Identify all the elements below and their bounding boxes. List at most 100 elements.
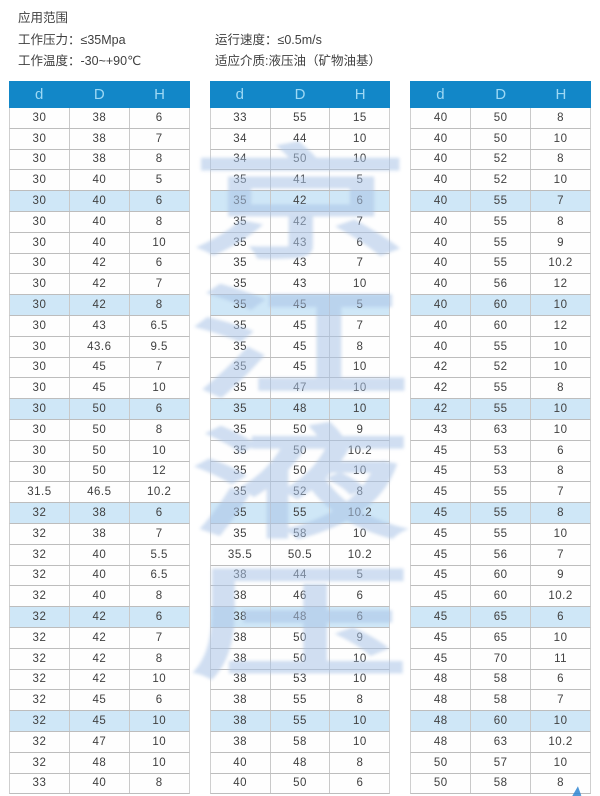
cell: 38 [211,711,271,731]
cell: 12 [152,465,167,478]
table-row: 35 50 10.2 [209,440,391,462]
cell: 34 [211,149,271,170]
cell: 32 [10,544,70,565]
cell: 55 [471,232,532,253]
cell: 10 [353,673,367,686]
cell: 10 [353,132,367,145]
cell: 41 [271,170,331,191]
spec-table-3: d D H 40 50 8 40 50 10 40 52 8 40 52 10 40 55 7 40 55 8 40 55 9… [410,81,592,795]
cell: 30 [10,419,70,440]
table-row: 48 60 10 [410,711,592,732]
cell: 60 [471,711,532,731]
cell: 38 [211,731,271,752]
cell: 8 [356,486,364,499]
cell: 32 [10,627,70,648]
table-row: 40 55 10 [410,336,592,358]
table-row: 30 38 6 [9,108,190,129]
cell: 50 [271,648,331,669]
cell: 48 [271,607,331,627]
cell: 6 [557,611,565,624]
cell: 45 [411,565,472,586]
cell: 8 [155,215,163,228]
cell: 40 [70,191,130,211]
cell: 55 [471,399,532,419]
cell: 60 [471,586,532,607]
cell: 6 [356,590,364,603]
cell: 7 [557,548,565,561]
cell: 50 [411,773,472,794]
table-row: 32 47 10 [9,731,190,753]
cell: 40 [411,170,472,191]
cell: 10 [553,715,568,727]
cell: 35 [211,378,271,399]
cell: 56 [471,274,532,295]
table-row: 35 43 10 [209,274,391,296]
cell: 7 [356,319,364,332]
cell: 60 [471,315,532,336]
cell: 10.2 [548,590,573,603]
cell: 55 [471,253,532,274]
cell: 30 [10,274,70,295]
table-row: 32 42 10 [9,669,190,691]
cell: 40 [70,544,130,565]
cell: 58 [471,773,532,794]
cell: 38 [211,627,271,648]
cell: 35 [211,482,271,503]
cell: 55 [471,191,532,211]
running-speed-text: 运行速度：≤0.5m/s [215,33,322,47]
cell: 10 [553,527,568,540]
cell: 30 [10,357,70,378]
cell: 9.5 [150,340,168,353]
cell: 50 [70,440,130,461]
cell: 55 [271,690,331,711]
cell: 35 [211,191,271,211]
table-row: 32 40 8 [9,586,190,608]
table-row: 34 50 10 [209,149,391,171]
cell: 50 [271,419,331,440]
column-header: H [354,86,366,103]
table-row: 35 47 10 [209,378,391,400]
cell: 7 [155,278,163,291]
cell: 32 [10,669,70,690]
cell: 8 [557,382,565,395]
cell: 35 [211,503,271,523]
cell: 10 [553,299,568,312]
cell: 9 [356,631,364,644]
cell: 32 [10,731,70,752]
cell: 6 [155,611,163,624]
cell: 46.5 [70,482,130,503]
cell: 40 [411,274,472,295]
table-row: 50 58 8 [410,773,592,795]
cell: 40 [211,752,271,773]
section-title: 应用范围 [18,11,69,25]
table-row: 30 50 10 [9,440,190,462]
cell: 50 [411,752,472,773]
cell: 9 [557,236,565,249]
cell: 30 [10,295,70,315]
table-row: 35 45 7 [209,315,391,337]
cell: 35 [211,440,271,461]
table-row: 30 42 7 [9,274,190,296]
table-row: 30 40 5 [9,170,190,192]
cell: 8 [557,465,565,478]
table-row: 45 56 7 [410,544,592,566]
cell: 55 [471,503,532,523]
cell: 10 [553,132,568,145]
table-row: 45 53 8 [410,461,592,483]
cell: 45 [411,440,472,461]
cell: 35 [211,253,271,274]
table-row: 38 55 10 [209,711,391,732]
cell: 10 [353,735,367,748]
table-row: 40 60 12 [410,315,592,337]
working-temperature-text: 工作温度：-30~+90℃ [18,54,142,68]
table-row: 30 42 8 [9,295,190,316]
cell: 35 [211,295,271,315]
cell: 10 [353,382,367,395]
cell: 6.5 [150,569,168,582]
cell: 32 [10,752,70,773]
cell: 48 [411,711,472,731]
cell: 60 [471,295,532,315]
cell: 6 [155,403,163,416]
cell: 42 [271,211,331,232]
table-row: 35 48 10 [209,399,391,420]
